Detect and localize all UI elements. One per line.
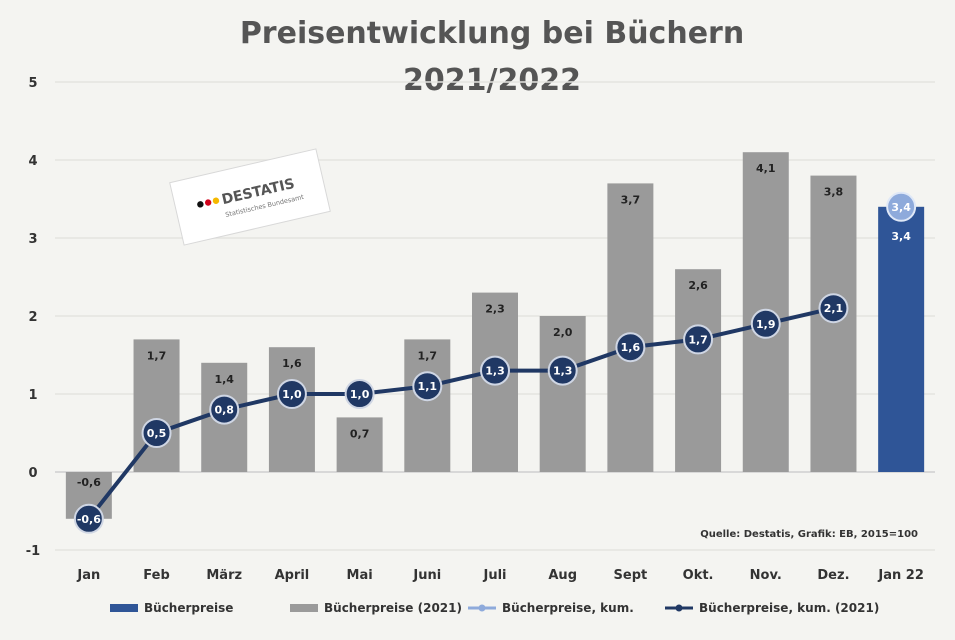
legend-label: Bücherpreise, kum.: [502, 601, 634, 615]
legend-swatch: [110, 604, 138, 612]
point-data-label: 1,3: [553, 365, 573, 378]
point-data-label: 2,1: [824, 302, 844, 315]
bar-data-label: 1,7: [418, 349, 438, 362]
line-point: [141, 418, 172, 448]
point-data-label: 0,5: [147, 427, 167, 440]
line-point: [73, 503, 104, 534]
point-data-label: 1,6: [621, 341, 641, 354]
line-point: [886, 191, 917, 222]
bar: [336, 417, 383, 472]
point-data-label: 3,4: [891, 201, 911, 214]
point-data-label: 1,7: [688, 333, 708, 346]
bar-data-label: 2,3: [485, 303, 505, 316]
bar: [539, 316, 586, 472]
y-tick-label: 3: [28, 232, 37, 247]
x-tick-label: Mai: [347, 568, 373, 583]
legend-marker: [675, 604, 683, 612]
x-tick-label: April: [275, 568, 310, 583]
bar: [404, 339, 451, 472]
line-point: [615, 332, 646, 363]
y-axis-ticks: -1 0 1 2 3 4 5: [26, 76, 40, 559]
line-point: [750, 308, 781, 339]
x-tick-label: Sept: [614, 568, 648, 583]
y-tick-label: -1: [26, 544, 40, 559]
bar-data-label: 1,4: [214, 373, 234, 386]
x-tick-label: Jan: [76, 568, 100, 583]
line-point: [547, 355, 578, 386]
point-data-label: 1,3: [485, 365, 505, 378]
x-axis-categories: Jan Feb März April Mai Juni Juli Aug Sept Okt. Nov…: [76, 568, 923, 583]
logo-dot-red: [204, 199, 212, 206]
bar: [607, 183, 654, 472]
line-point: [480, 355, 510, 386]
bars: 3,4 -0,6 1,7 1,4 1,6 0,7 1,7 2,3 2,0 3,7 2,6 4,1 3,8: [65, 152, 925, 519]
chart-title-line2: 2021/2022: [403, 63, 581, 98]
x-tick-label: Jan 22: [877, 568, 923, 583]
bar: [878, 206, 925, 473]
bar-data-label: 1,6: [282, 357, 302, 370]
x-tick-label: Okt.: [683, 568, 714, 583]
x-tick-label: Feb: [143, 568, 169, 583]
bar-data-label: 2,0: [553, 326, 573, 339]
logo-dot-black: [197, 201, 204, 208]
logo-card: [169, 148, 331, 246]
bar-data-label: 3,7: [621, 193, 641, 206]
bar-data-label: 4,1: [756, 162, 776, 175]
logo-dot-gold: [212, 197, 220, 204]
line-point: [209, 394, 240, 425]
lines: 3,4 -0,6 0,5 0,8 1,0 1,0 1,1 1,3 1,3 1,6 1,7 1,9 2,1: [73, 191, 917, 534]
x-tick-label: Dez.: [817, 568, 849, 583]
line-point: [412, 371, 443, 402]
legend: Bücherpreise Bücherpreise (2021) Bücherpre…: [110, 601, 879, 615]
y-tick-label: 1: [28, 388, 37, 403]
bar: [675, 269, 722, 472]
legend-marker: [478, 604, 486, 612]
point-data-label: 1,9: [756, 318, 776, 331]
y-tick-label: 2: [28, 310, 37, 325]
x-tick-label: März: [206, 568, 242, 583]
x-tick-label: Juni: [412, 568, 441, 583]
point-data-label: 1,1: [418, 380, 438, 393]
chart-title-line1: Preisentwicklung bei Büchern: [240, 16, 744, 51]
bar: [810, 175, 857, 472]
bar-data-label: 2,6: [688, 279, 708, 292]
y-tick-label: 0: [28, 466, 37, 481]
legend-swatch: [290, 604, 318, 612]
source-note: Quelle: Destatis, Grafik: EB, 2015=100: [700, 529, 918, 540]
destatis-logo: DESTATIS Statistisches Bundesamt: [169, 148, 331, 246]
legend-label: Bücherpreise (2021): [324, 601, 462, 615]
line-point: [683, 324, 714, 355]
legend-label: Bücherpreise, kum. (2021): [699, 601, 879, 615]
x-tick-label: Juli: [482, 568, 506, 583]
bar-data-label: -0,6: [77, 476, 101, 489]
y-tick-label: 4: [28, 154, 37, 169]
bar-data-label: 1,7: [147, 349, 167, 362]
line-point: [344, 379, 375, 409]
line-point: [276, 379, 307, 409]
x-tick-label: Nov.: [750, 568, 782, 583]
bar-data-label: 3,4: [891, 230, 911, 243]
point-data-label: -0,6: [77, 513, 101, 526]
point-data-label: 0,8: [214, 404, 234, 417]
y-tick-label: 5: [28, 76, 37, 91]
line-path: [87, 306, 834, 521]
bar: [268, 347, 315, 472]
bar-data-label: 0,7: [350, 427, 370, 440]
point-data-label: 1,0: [282, 388, 302, 401]
line-point: [818, 293, 849, 324]
bar-data-label: 3,8: [824, 186, 844, 199]
x-tick-label: Aug: [548, 568, 577, 583]
point-data-label: 1,0: [350, 388, 370, 401]
legend-label: Bücherpreise: [144, 601, 233, 615]
